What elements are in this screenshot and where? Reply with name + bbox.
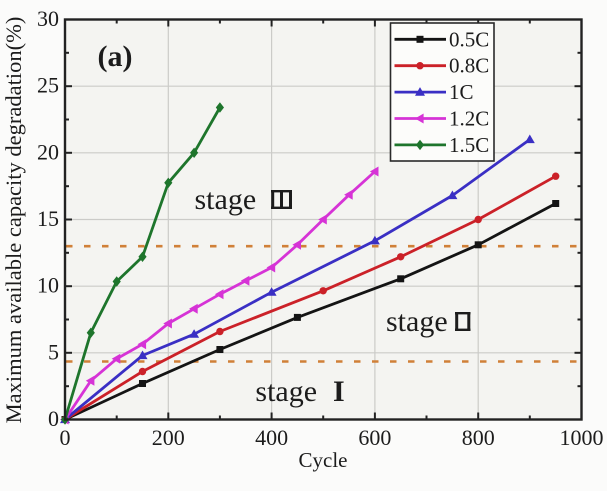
svg-text:Cycle: Cycle xyxy=(299,448,348,472)
svg-text:200: 200 xyxy=(152,425,185,450)
svg-text:stage: stage xyxy=(255,375,317,408)
svg-text:(a): (a) xyxy=(98,40,133,73)
svg-text:400: 400 xyxy=(255,425,288,450)
svg-text:5: 5 xyxy=(48,339,59,364)
svg-text:stage: stage xyxy=(386,305,448,338)
svg-text:1.5C: 1.5C xyxy=(449,133,489,157)
svg-text:stage: stage xyxy=(195,183,257,216)
svg-text:10: 10 xyxy=(37,273,59,298)
svg-text:0: 0 xyxy=(48,406,59,431)
svg-text:I: I xyxy=(333,375,345,408)
svg-text:15: 15 xyxy=(37,206,59,231)
svg-text:0.5C: 0.5C xyxy=(449,27,489,51)
svg-text:30: 30 xyxy=(37,6,59,31)
svg-text:800: 800 xyxy=(462,425,495,450)
svg-text:1.2C: 1.2C xyxy=(449,107,489,131)
svg-text:1C: 1C xyxy=(449,80,474,104)
svg-text:0: 0 xyxy=(60,425,71,450)
svg-text:1000: 1000 xyxy=(560,425,604,450)
svg-text:25: 25 xyxy=(37,73,59,98)
svg-text:Maximum available capacity deg: Maximum available capacity degradation(%… xyxy=(1,17,26,424)
svg-text:0.8C: 0.8C xyxy=(449,54,489,78)
svg-text:600: 600 xyxy=(358,425,391,450)
svg-text:20: 20 xyxy=(37,139,59,164)
